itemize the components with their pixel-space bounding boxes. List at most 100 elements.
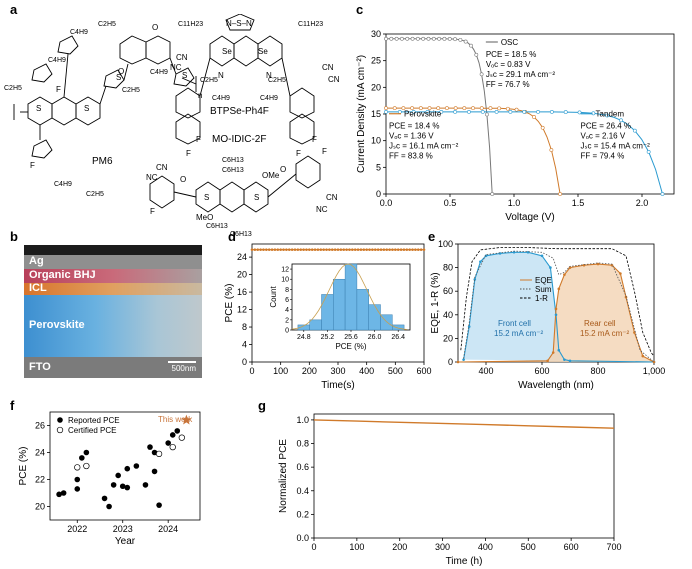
jv-point-tandem bbox=[549, 110, 554, 114]
stab-xlabel: Time(s) bbox=[321, 380, 355, 391]
jv-point-tandem bbox=[480, 109, 485, 114]
panel-label-g: g bbox=[258, 398, 266, 413]
eqe-front-area bbox=[463, 252, 654, 362]
jv-legend-tandem: Tandem bbox=[596, 110, 625, 119]
atom-f: F bbox=[322, 147, 327, 156]
sem-layer-perovskite: Perovskite bbox=[29, 319, 85, 331]
year-certified-point bbox=[178, 434, 185, 441]
jv-legend-perovskite: Perovskite bbox=[404, 110, 442, 119]
atom-cn: NC bbox=[146, 173, 158, 182]
chemical-structures: S S S S F F O O N–S–N N N Se Se CN NC CN… bbox=[4, 14, 340, 238]
year-legend-certified: Certified PCE bbox=[68, 426, 116, 435]
atom-s: S bbox=[254, 193, 259, 202]
year-reported-point bbox=[156, 502, 162, 508]
eqe-rear-point bbox=[641, 354, 645, 358]
norm-ytick-label: 1.0 bbox=[296, 415, 309, 425]
jv-stat-perovskite: Jₛc = 16.1 mA cm⁻² bbox=[389, 142, 459, 151]
jv-point-tandem bbox=[453, 109, 458, 114]
eqe-rear-point bbox=[557, 287, 561, 291]
stab-point bbox=[388, 248, 391, 251]
jv-point-osc bbox=[453, 37, 457, 42]
jv-point-osc bbox=[421, 36, 426, 41]
eqe-xlabel: Wavelength (nm) bbox=[518, 380, 594, 391]
eqe-rear-point bbox=[619, 272, 622, 275]
jv-point-perovskite bbox=[427, 106, 432, 111]
jv-point-tandem bbox=[494, 109, 499, 114]
eqe-front-point bbox=[467, 325, 471, 328]
jv-point-perovskite bbox=[392, 106, 397, 111]
norm-ytick-label: 0.6 bbox=[296, 462, 309, 472]
atom-s: S bbox=[204, 193, 209, 202]
btpse-chain: C4H9 bbox=[212, 95, 230, 102]
jv-ylabel: Current Density (mA cm⁻²) bbox=[356, 55, 367, 173]
eqe-front-point bbox=[557, 348, 561, 352]
stab-point bbox=[382, 248, 386, 251]
eqe-front-point bbox=[462, 358, 465, 361]
stab-point bbox=[253, 248, 257, 251]
jv-point-osc bbox=[415, 36, 420, 41]
hist-xtick-label: 26.4 bbox=[391, 334, 405, 341]
jv-point-osc bbox=[447, 37, 452, 41]
pm6-chain: C4H9 bbox=[70, 29, 88, 36]
jv-point-tandem bbox=[467, 109, 471, 114]
jv-xlabel: Voltage (V) bbox=[505, 212, 554, 223]
stab-point bbox=[396, 248, 400, 251]
moidic-chain: C6H13 bbox=[222, 167, 244, 174]
year-reported-point bbox=[151, 468, 158, 475]
moidic-chain: C6H13 bbox=[206, 223, 228, 230]
stab-point bbox=[339, 248, 343, 251]
stab-point bbox=[345, 248, 348, 251]
jv-xtick-label: 2.0 bbox=[636, 198, 649, 208]
jv-stat-osc: FF = 76.7 % bbox=[486, 80, 530, 89]
jv-point-osc bbox=[394, 36, 399, 41]
jv-point-osc bbox=[474, 52, 479, 57]
polymer-n: n bbox=[198, 91, 202, 100]
year-reported-point bbox=[124, 465, 131, 472]
year-xtick-label: 2024 bbox=[158, 524, 178, 534]
jv-point-osc bbox=[389, 36, 394, 41]
year-legend-reported: Reported PCE bbox=[68, 416, 120, 425]
pm6-chain: C2H5 bbox=[4, 85, 22, 92]
panel-label-e: e bbox=[428, 229, 436, 244]
jv-point-osc bbox=[426, 36, 431, 41]
jv-point-osc bbox=[490, 192, 495, 196]
jv-point-perovskite bbox=[488, 106, 493, 111]
panel-label-b: b bbox=[10, 229, 18, 244]
panel-label-d: d bbox=[228, 229, 236, 244]
atom-f: F bbox=[296, 149, 301, 158]
pm6-chain: C2H5 bbox=[98, 21, 116, 28]
jv-point-perovskite bbox=[497, 106, 502, 111]
jv-point-tandem bbox=[577, 110, 582, 115]
year-ytick-label: 20 bbox=[35, 502, 45, 512]
jv-point-perovskite bbox=[410, 106, 415, 111]
norm-curve bbox=[313, 419, 615, 429]
jv-point-perovskite bbox=[401, 106, 406, 111]
btpse-chain: C4H9 bbox=[260, 95, 278, 102]
stab-point bbox=[259, 248, 262, 251]
stab-xtick-label: 500 bbox=[388, 366, 403, 376]
stab-point bbox=[405, 248, 409, 251]
year-reported-point bbox=[133, 463, 140, 469]
sem-layer-organic-bhj: Organic BHJ bbox=[29, 269, 96, 281]
eqe-front-label: Front cell bbox=[498, 319, 531, 328]
atom-o: O bbox=[152, 23, 158, 32]
stab-point bbox=[342, 248, 346, 251]
jv-point-osc bbox=[469, 43, 473, 48]
stab-point bbox=[351, 248, 354, 251]
atom-cn: NC bbox=[316, 205, 328, 214]
stab-point bbox=[373, 248, 377, 251]
jv-xtick-label: 0.0 bbox=[380, 198, 393, 208]
stab-point bbox=[371, 248, 374, 251]
eqe-1r-curve bbox=[460, 247, 655, 357]
year-reported-point bbox=[165, 440, 171, 446]
hist-ytick-label: 0 bbox=[285, 328, 289, 335]
jv-point-tandem bbox=[619, 118, 623, 123]
eqe-sum-curve bbox=[463, 250, 655, 363]
eqe-ytick-label: 0 bbox=[448, 357, 453, 367]
stab-point bbox=[316, 248, 320, 251]
eqe-legend-label: 1-R bbox=[535, 294, 548, 303]
jv-point-tandem bbox=[508, 109, 513, 114]
btpse-chain: C11H23 bbox=[298, 21, 323, 28]
jv-ytick-label: 20 bbox=[371, 82, 381, 92]
stab-point bbox=[362, 248, 366, 251]
